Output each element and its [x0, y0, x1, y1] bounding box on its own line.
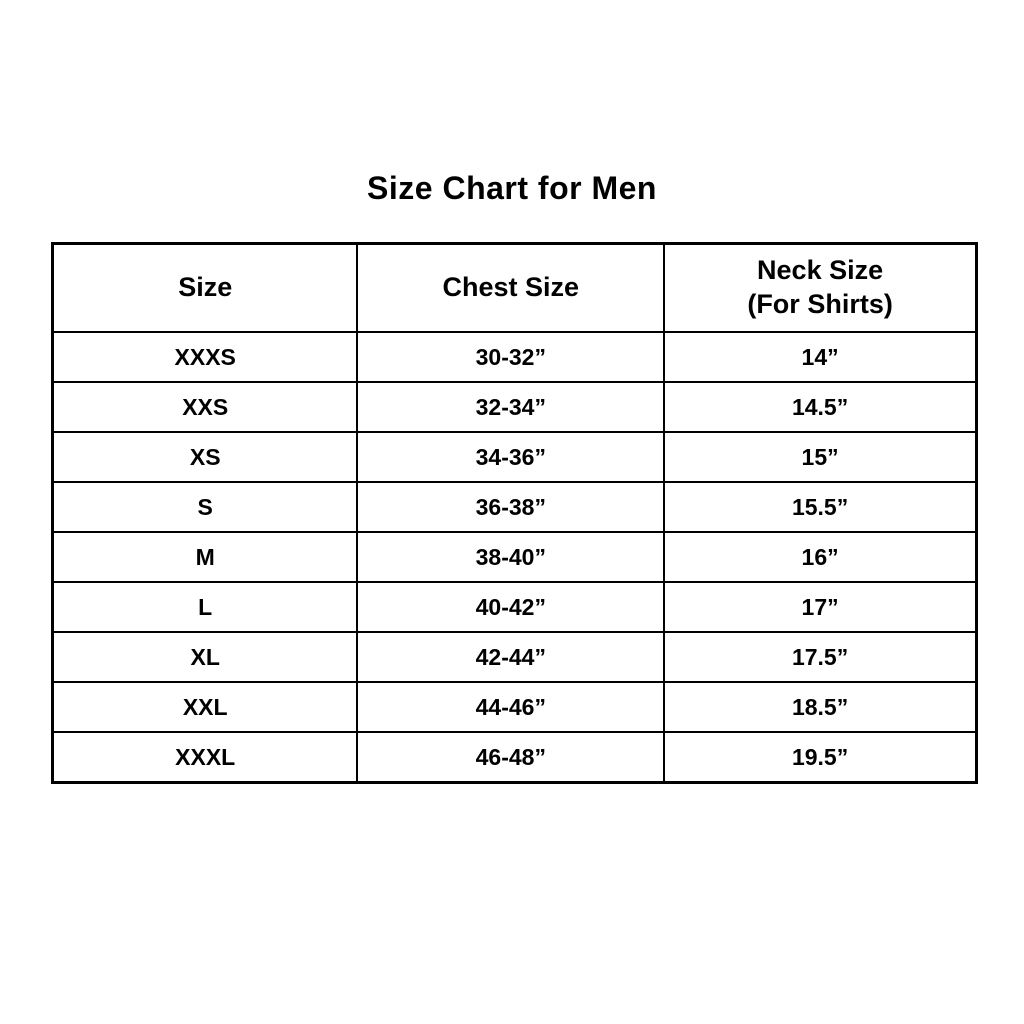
- cell-neck: 14.5”: [663, 381, 978, 433]
- cell-neck: 19.5”: [663, 731, 978, 784]
- cell-size: S: [51, 481, 359, 533]
- header-neck-size-line1: Neck Size: [757, 255, 884, 286]
- cell-size: XXXL: [51, 731, 359, 784]
- cell-chest: 32-34”: [356, 381, 666, 433]
- cell-size: XL: [51, 631, 359, 683]
- cell-size: XXXS: [51, 331, 359, 383]
- header-chest-size: Chest Size: [356, 242, 666, 333]
- table-row-xl: XL 42-44” 17.5”: [51, 631, 978, 683]
- cell-neck: 14”: [663, 331, 978, 383]
- cell-neck: 16”: [663, 531, 978, 583]
- cell-chest: 30-32”: [356, 331, 666, 383]
- cell-chest: 34-36”: [356, 431, 666, 483]
- table-header: Size Chest Size Neck Size (For Shirts): [51, 242, 978, 333]
- cell-neck: 17.5”: [663, 631, 978, 683]
- table-row-xxs: XXS 32-34” 14.5”: [51, 381, 978, 433]
- table-row-s: S 36-38” 15.5”: [51, 481, 978, 533]
- cell-size: L: [51, 581, 359, 633]
- cell-size: XS: [51, 431, 359, 483]
- table-body: XXXS 30-32” 14” XXS 32-34” 14.5” XS 34-3…: [51, 331, 978, 784]
- cell-chest: 46-48”: [356, 731, 666, 784]
- size-chart-table: Size Chest Size Neck Size (For Shirts) X…: [51, 242, 978, 784]
- table-row-xxxl: XXXL 46-48” 19.5”: [51, 731, 978, 784]
- header-size: Size: [51, 242, 359, 333]
- page-title: Size Chart for Men: [367, 170, 657, 206]
- table-row-xs: XS 34-36” 15”: [51, 431, 978, 483]
- cell-chest: 42-44”: [356, 631, 666, 683]
- table-row-xxl: XXL 44-46” 18.5”: [51, 681, 978, 733]
- table-row-xxxs: XXXS 30-32” 14”: [51, 331, 978, 383]
- cell-neck: 15.5”: [663, 481, 978, 533]
- cell-neck: 17”: [663, 581, 978, 633]
- header-neck-size-line2: (For Shirts): [747, 289, 893, 319]
- cell-neck: 15”: [663, 431, 978, 483]
- cell-neck: 18.5”: [663, 681, 978, 733]
- cell-chest: 38-40”: [356, 531, 666, 583]
- cell-chest: 44-46”: [356, 681, 666, 733]
- cell-chest: 36-38”: [356, 481, 666, 533]
- cell-chest: 40-42”: [356, 581, 666, 633]
- cell-size: XXL: [51, 681, 359, 733]
- table-row-m: M 38-40” 16”: [51, 531, 978, 583]
- cell-size: XXS: [51, 381, 359, 433]
- header-neck-size: Neck Size (For Shirts): [663, 242, 978, 333]
- cell-size: M: [51, 531, 359, 583]
- header-row: Size Chest Size Neck Size (For Shirts): [51, 242, 978, 333]
- table-row-l: L 40-42” 17”: [51, 581, 978, 633]
